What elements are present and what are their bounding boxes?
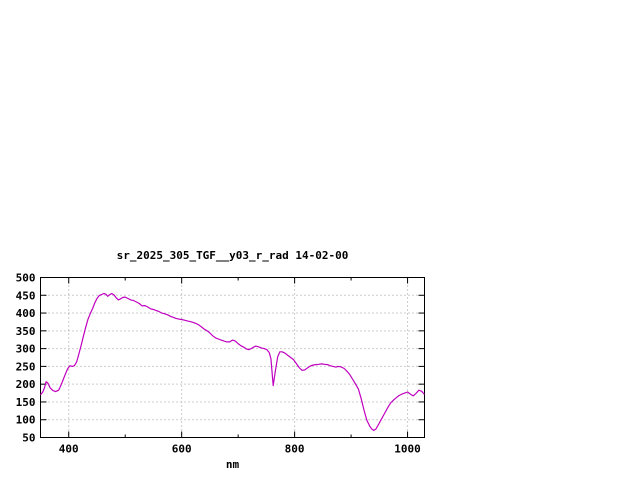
svg-text:450: 450	[16, 289, 36, 302]
svg-text:350: 350	[16, 325, 36, 338]
x-axis-label: nm	[225, 458, 240, 471]
svg-text:50: 50	[22, 432, 35, 445]
chart-title: sr_2025_305_TGF__y03_r_rad 14-02-00	[116, 249, 349, 262]
svg-text:300: 300	[16, 343, 36, 356]
svg-text:600: 600	[172, 443, 192, 456]
svg-text:150: 150	[16, 396, 36, 409]
svg-text:1000: 1000	[394, 443, 421, 456]
svg-text:400: 400	[59, 443, 79, 456]
svg-text:200: 200	[16, 378, 36, 391]
svg-text:100: 100	[16, 414, 36, 427]
svg-text:250: 250	[16, 360, 36, 373]
svg-text:500: 500	[16, 272, 36, 285]
svg-text:800: 800	[285, 443, 305, 456]
svg-text:400: 400	[16, 307, 36, 320]
